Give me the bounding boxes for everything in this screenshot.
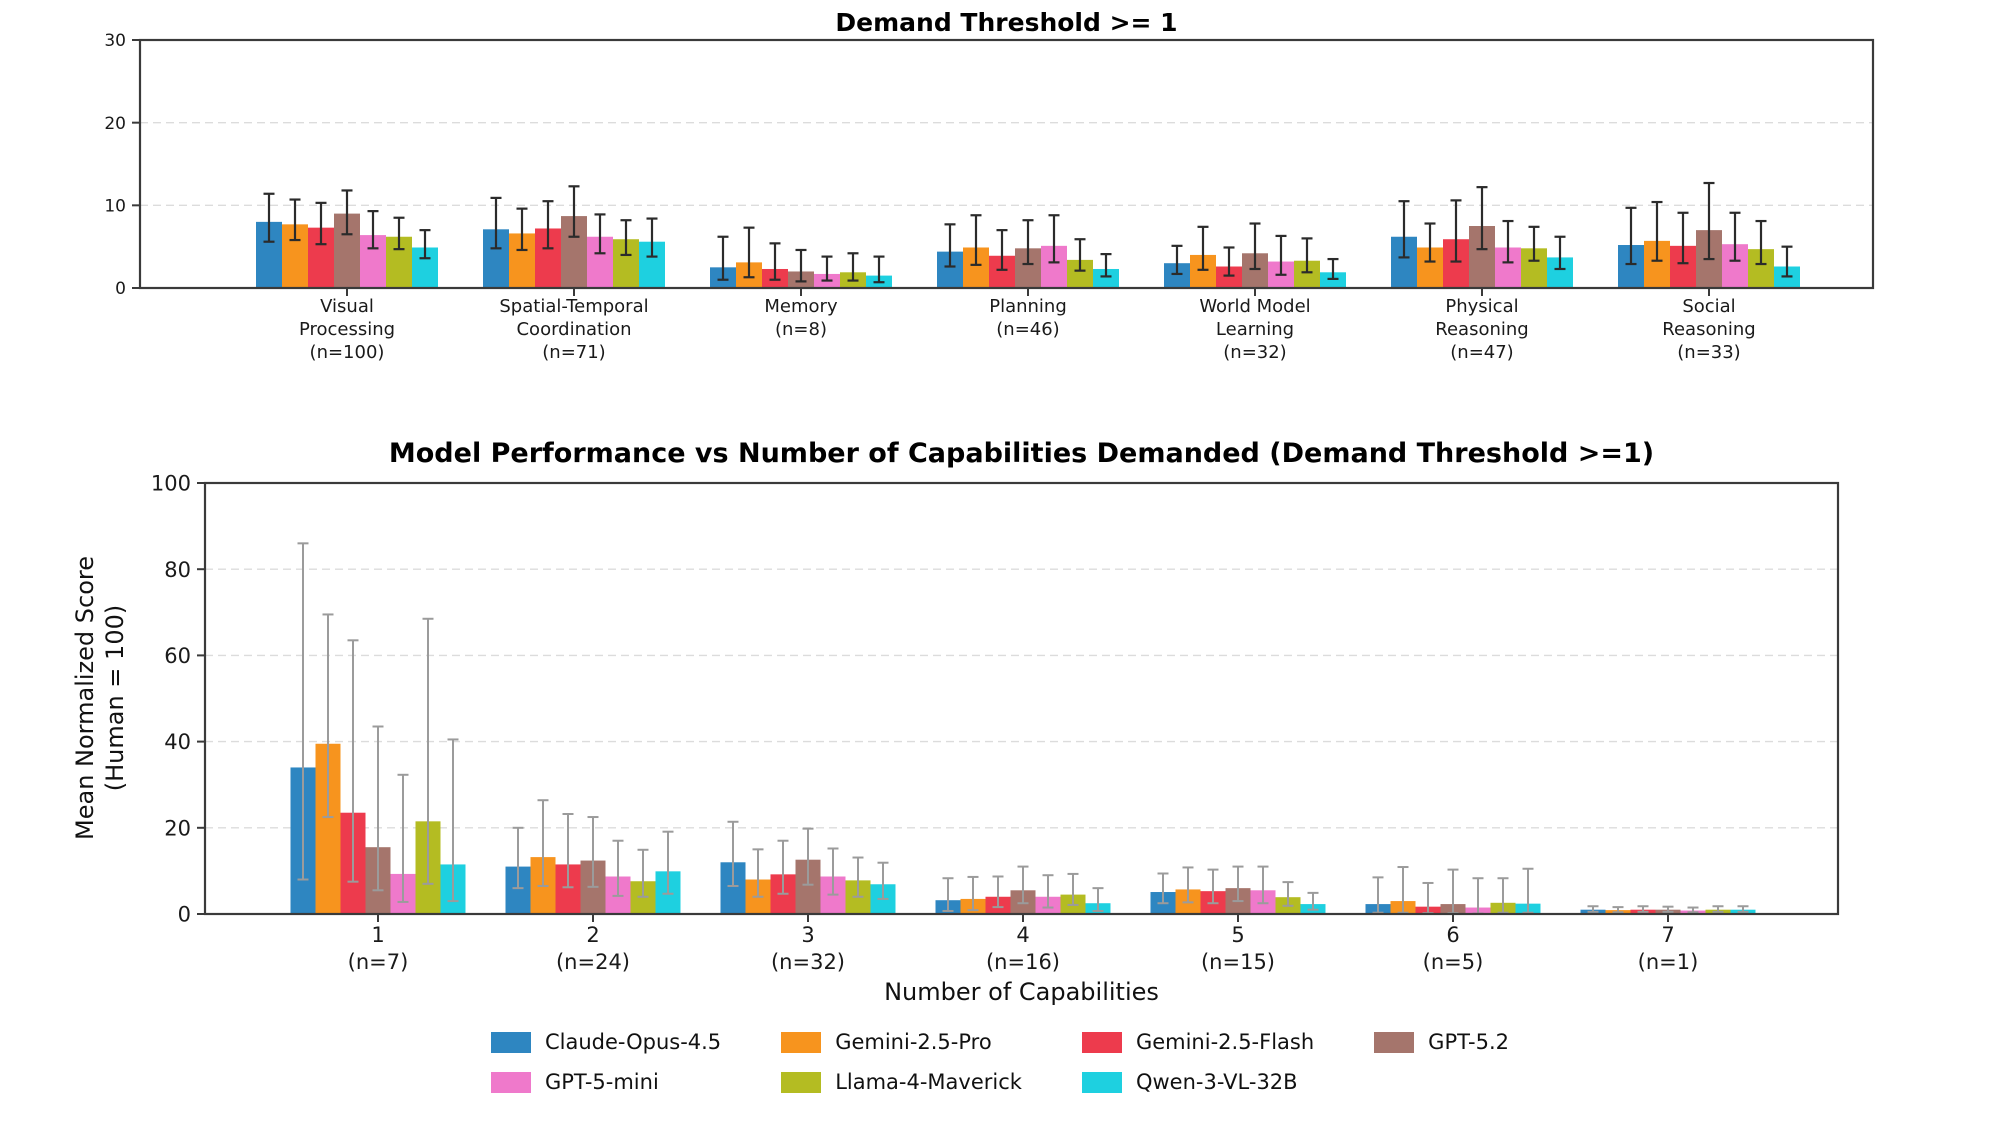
category-label: 6 (n=5) [1423, 923, 1484, 974]
category-label: 4 (n=16) [986, 923, 1060, 974]
legend-swatch [1081, 1031, 1122, 1053]
category-label: 7 (n=1) [1638, 923, 1699, 974]
legend-item-label: Gemini-2.5-Flash [1135, 1030, 1315, 1054]
legend-item-label: Gemini-2.5-Pro [835, 1030, 992, 1054]
bar [1216, 266, 1242, 288]
legend-swatch [1081, 1071, 1122, 1093]
category-label: Visual Processing (n=100) [299, 296, 395, 363]
y-tick-label: 0 [178, 903, 191, 927]
y-axis-label-line-2: (Human = 100) [101, 604, 129, 792]
y-tick-label: 20 [164, 816, 191, 840]
category-label: World Model Learning (n=32) [1199, 296, 1310, 363]
y-axis-label: Mean Normalized Score (Human = 100) [70, 438, 130, 958]
legend-item-label: Llama-4-Maverick [835, 1070, 1022, 1094]
plot-border [203, 481, 1840, 916]
y-tick-label: 0 [115, 279, 126, 299]
y-axis: 0 20 40 60 80 100 [151, 472, 205, 927]
error-bars [297, 542, 1749, 915]
legend-item: Gemini-2.5-Flash [1081, 1030, 1315, 1054]
y-tick-label: 60 [164, 644, 191, 668]
plot-border [138, 38, 1875, 290]
legend-item-label: GPT-5.2 [1428, 1030, 1509, 1054]
legend-item: GPT-5.2 [1374, 1030, 1509, 1054]
category-label: 2 (n=24) [556, 923, 630, 974]
y-tick-label: 100 [151, 472, 191, 496]
bar [1093, 268, 1119, 288]
legend-item: Qwen-3-VL-32B [1081, 1070, 1314, 1094]
legend-item-label: GPT-5-mini [545, 1070, 659, 1094]
legend-item: GPT-5-mini [491, 1070, 721, 1094]
bottom-chart: 0 20 40 60 80 100 1 (n=7) 2 (n=24) 3 (n=32) 4 (n=16) 5… [151, 472, 1840, 974]
x-axis-label: Number of Capabilities [884, 978, 1159, 1006]
legend-item-label: Claude-Opus-4.5 [545, 1030, 722, 1054]
category-label: Physical Reasoning (n=47) [1435, 296, 1528, 363]
y-tick-label: 40 [164, 730, 191, 754]
bottom-chart-title: Model Performance vs Number of Capabilit… [388, 438, 1655, 469]
category-label: Social Reasoning (n=33) [1662, 296, 1755, 363]
category-label: Memory (n=8) [764, 296, 838, 340]
y-tick-label: 20 [104, 114, 126, 134]
legend-swatch [491, 1031, 531, 1053]
legend-item: Llama-4-Maverick [781, 1070, 1022, 1094]
y-tick-label: 80 [164, 558, 191, 582]
legend-swatch [781, 1071, 822, 1093]
x-axis: Visual Processing (n=100) Spatial-Temporal C… [299, 288, 1756, 363]
error-bars [263, 181, 1793, 284]
category-label: 3 (n=32) [771, 923, 845, 974]
bar [1320, 272, 1346, 288]
legend: Claude-Opus-4.5 Gemini-2.5-Pro Gemini-2.5-… [0, 1030, 2000, 1094]
category-label: Spatial-Temporal Coordination (n=71) [499, 296, 648, 363]
legend-item-label: Qwen-3-VL-32B [1135, 1070, 1298, 1094]
legend-swatch [781, 1031, 822, 1053]
gridlines [140, 121, 1873, 207]
legend-item: Claude-Opus-4.5 [491, 1030, 721, 1054]
category-label: Planning (n=46) [989, 296, 1067, 340]
legend-item: Gemini-2.5-Pro [781, 1030, 1022, 1054]
top-chart-title: Demand Threshold >= 1 [835, 8, 1178, 37]
top-chart: 0 10 20 30 Visual Processing (n=100) Spatial-Te… [104, 31, 1875, 363]
legend-swatch [491, 1071, 531, 1093]
gridlines [205, 568, 1838, 829]
legend-swatch [1374, 1031, 1415, 1053]
y-tick-label: 30 [104, 31, 126, 51]
category-label: 5 (n=15) [1201, 923, 1275, 974]
y-axis: 0 10 20 30 [104, 31, 140, 299]
x-axis: 1 (n=7) 2 (n=24) 3 (n=32) 4 (n=16) 5 (n=15) 6 (n=5)… [348, 914, 1699, 974]
y-tick-label: 10 [104, 196, 126, 216]
y-axis-label-line-1: Mean Normalized Score [71, 556, 99, 840]
category-label: 1 (n=7) [348, 923, 409, 974]
